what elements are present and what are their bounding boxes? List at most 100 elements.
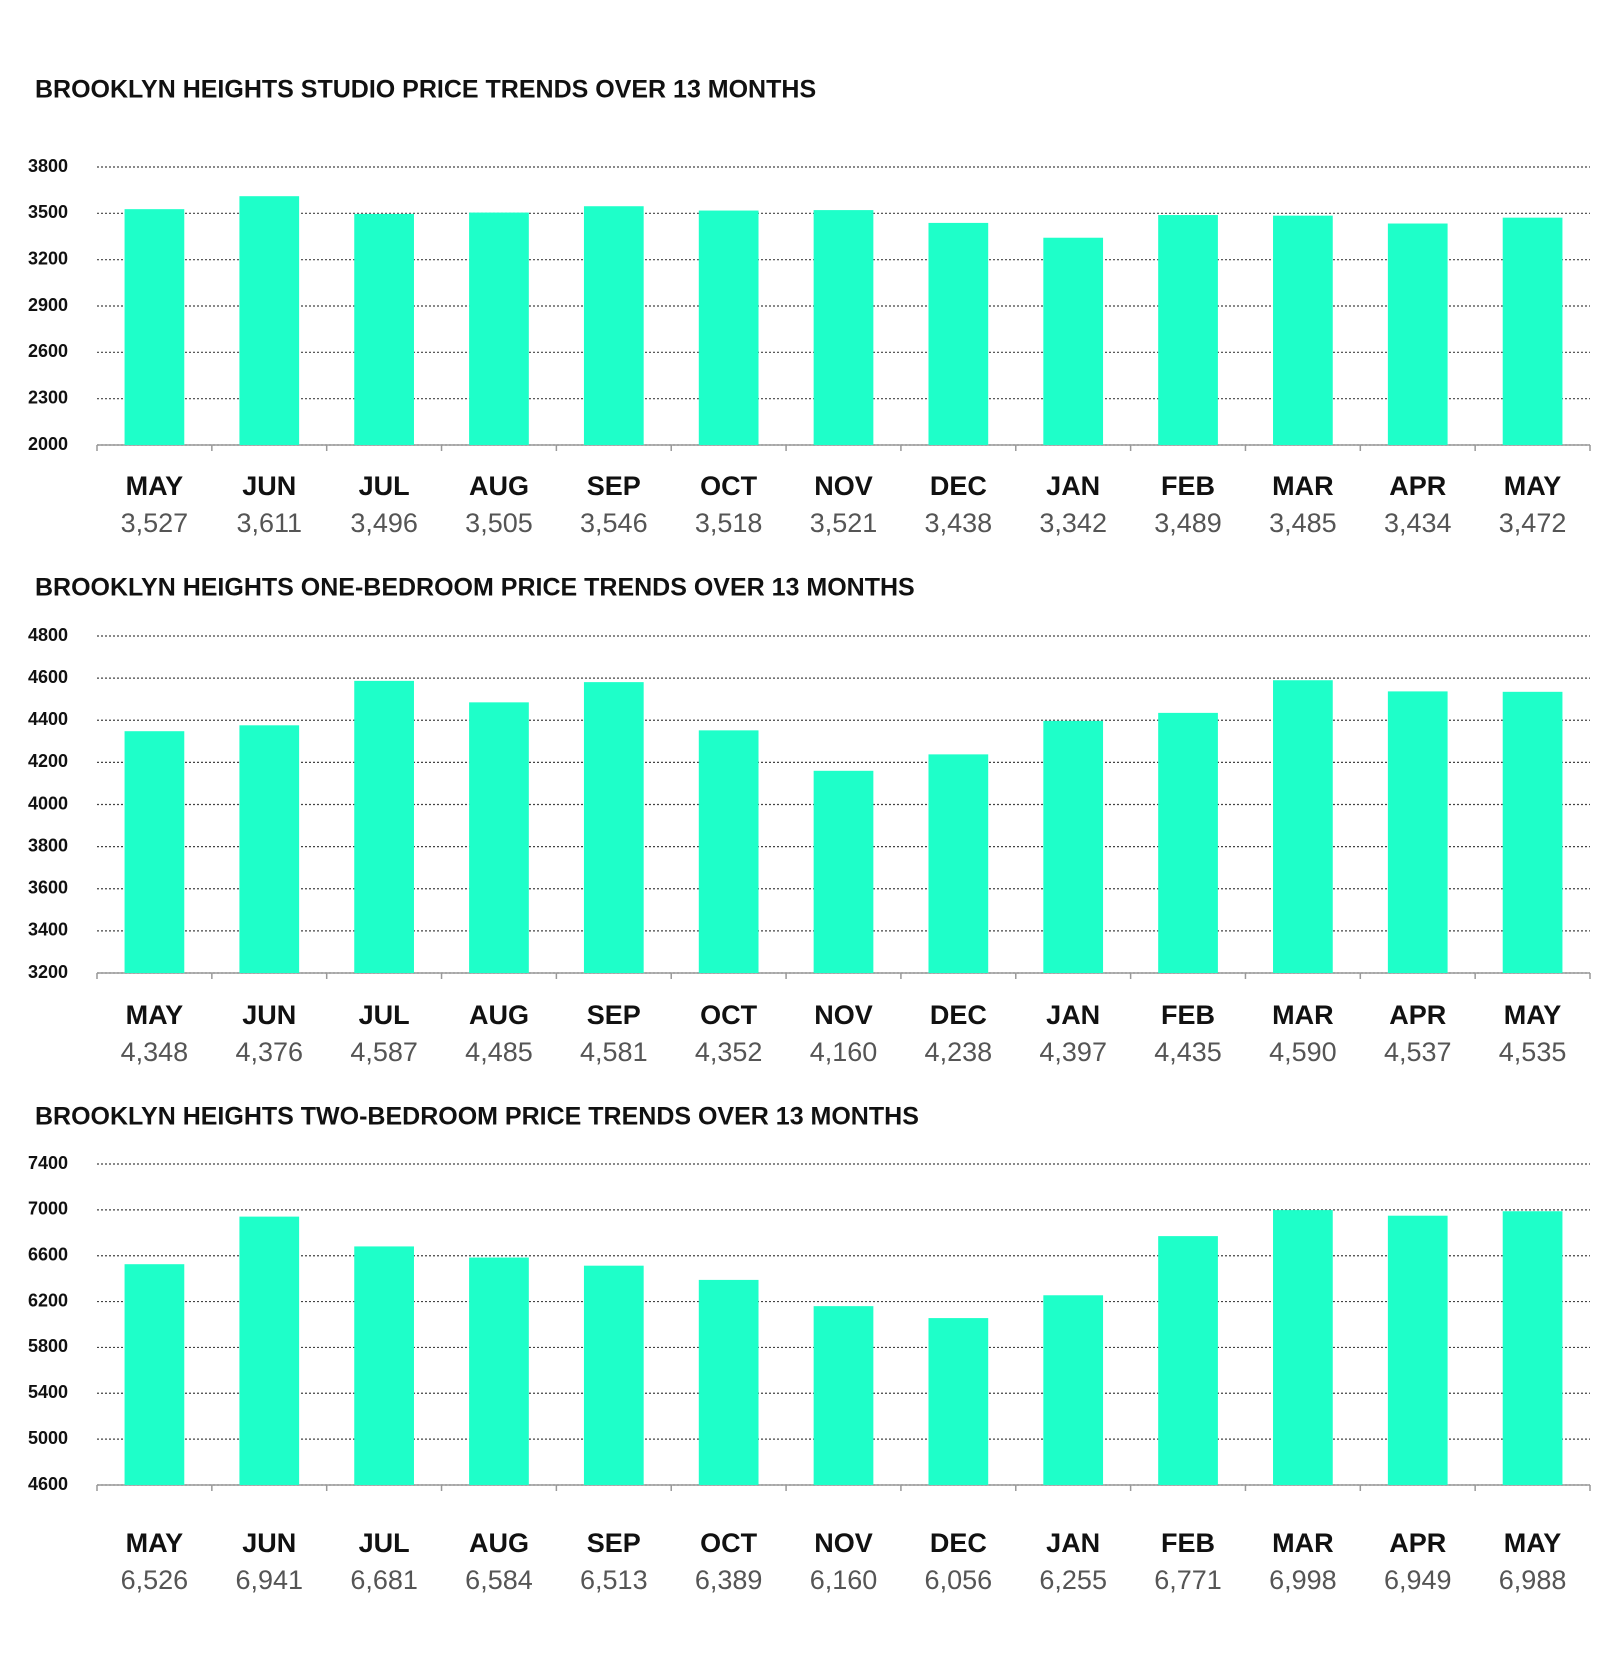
y-tick-label: 2300 [28,387,68,407]
value-label: 4,537 [1384,1037,1452,1067]
chart-title: BROOKLYN HEIGHTS STUDIO PRICE TRENDS OVE… [35,76,816,104]
value-label: 4,581 [580,1037,648,1067]
value-label: 3,496 [350,508,418,538]
value-label: 6,513 [580,1565,648,1595]
x-tick-label: NOV [814,471,873,501]
y-tick-label: 4600 [28,667,68,687]
value-label: 3,505 [465,508,533,538]
bar [583,206,644,445]
y-tick-label: 7400 [28,1153,68,1173]
bar [583,1265,644,1485]
x-tick-label: OCT [700,471,758,501]
x-tick-label: APR [1389,471,1446,501]
x-tick-label: JAN [1046,1528,1100,1558]
value-label: 3,546 [580,508,648,538]
x-tick-label: JUL [359,1528,410,1558]
bar [928,222,989,445]
x-tick-label: FEB [1161,471,1215,501]
x-tick-label: FEB [1161,1528,1215,1558]
y-tick-label: 4000 [28,793,68,813]
x-tick-label: MAY [126,1528,184,1558]
x-tick-label: DEC [930,471,987,501]
y-tick-label: 3400 [28,920,68,940]
bar [928,1318,989,1485]
x-tick-label: DEC [930,1000,987,1030]
value-label: 4,348 [121,1037,189,1067]
bar [1502,217,1563,445]
value-label: 3,489 [1154,508,1222,538]
y-tick-label: 3500 [28,202,68,222]
bar [1043,720,1104,973]
value-label: 4,352 [695,1037,763,1067]
value-label: 6,160 [810,1565,878,1595]
bar [1387,1215,1448,1485]
y-tick-label: 3600 [28,878,68,898]
x-tick-label: FEB [1161,1000,1215,1030]
value-label: 4,485 [465,1037,533,1067]
value-label: 6,771 [1154,1565,1222,1595]
value-label: 3,434 [1384,508,1452,538]
bar [698,210,759,445]
y-tick-label: 2900 [28,295,68,315]
bar [239,725,300,973]
x-tick-label: DEC [930,1528,987,1558]
x-tick-label: JUN [242,471,296,501]
bar [124,1264,185,1485]
x-tick-label: AUG [469,471,529,501]
bar [1387,691,1448,973]
y-tick-label: 5400 [28,1382,68,1402]
value-label: 4,397 [1039,1037,1107,1067]
bar [354,680,414,973]
value-label: 3,527 [121,508,189,538]
x-tick-label: APR [1389,1528,1446,1558]
x-tick-label: NOV [814,1528,873,1558]
bar [239,196,300,445]
x-tick-label: AUG [469,1528,529,1558]
bar [1502,691,1563,973]
bar [1158,712,1218,973]
value-label: 6,941 [235,1565,303,1595]
value-label: 6,056 [925,1565,993,1595]
bar [354,213,414,445]
y-tick-label: 4800 [28,625,68,645]
bar [354,1246,414,1485]
bar [813,770,874,973]
x-tick-label: JAN [1046,471,1100,501]
x-tick-label: MAY [1504,471,1562,501]
y-tick-label: 7000 [28,1199,68,1219]
bar [698,730,759,973]
x-tick-label: MAR [1272,1528,1334,1558]
bar [583,682,644,973]
value-label: 6,681 [350,1565,418,1595]
x-tick-label: SEP [587,1528,641,1558]
x-tick-label: JUL [359,1000,410,1030]
x-tick-label: NOV [814,1000,873,1030]
value-label: 3,342 [1039,508,1107,538]
value-label: 4,238 [925,1037,993,1067]
x-tick-label: MAY [126,471,184,501]
value-label: 3,518 [695,508,763,538]
value-label: 4,435 [1154,1037,1222,1067]
bar [1158,1236,1218,1485]
y-tick-label: 4600 [28,1474,68,1494]
value-label: 3,485 [1269,508,1337,538]
chart-title: BROOKLYN HEIGHTS ONE-BEDROOM PRICE TREND… [35,574,915,602]
x-tick-label: APR [1389,1000,1446,1030]
x-tick-label: MAR [1272,1000,1334,1030]
x-tick-label: SEP [587,1000,641,1030]
value-label: 4,160 [810,1037,878,1067]
x-tick-label: MAY [126,1000,184,1030]
value-label: 3,611 [236,508,302,538]
x-tick-label: MAY [1504,1528,1562,1558]
y-tick-label: 5000 [28,1428,68,1448]
value-label: 6,998 [1269,1565,1337,1595]
x-tick-label: JAN [1046,1000,1100,1030]
x-tick-label: OCT [700,1000,758,1030]
x-tick-label: JUN [242,1528,296,1558]
bar [469,702,529,973]
x-tick-label: MAR [1272,471,1334,501]
value-label: 4,590 [1269,1037,1337,1067]
bar [239,1216,300,1485]
bar [1273,215,1333,445]
x-tick-label: MAY [1504,1000,1562,1030]
